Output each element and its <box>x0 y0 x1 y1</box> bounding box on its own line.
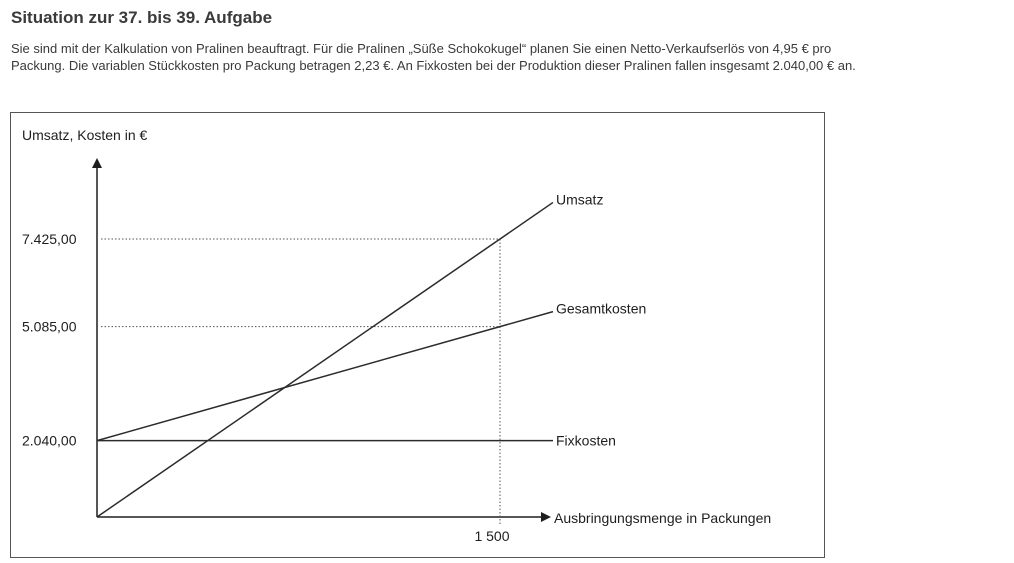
umsatz-label: Umsatz <box>556 191 603 207</box>
y-tick-label-2040: 2.040,00 <box>22 433 77 449</box>
fixkosten-label: Fixkosten <box>556 433 616 449</box>
gesamtkosten-label: Gesamtkosten <box>556 301 646 317</box>
gesamtkosten-line <box>96 310 554 442</box>
x-axis-label: Ausbringungsmenge in Packungen <box>554 510 771 526</box>
situation-paragraph-line-2: Packung. Die variablen Stückkosten pro P… <box>11 58 856 73</box>
x-tick-label-1500: 1 500 <box>474 528 509 544</box>
chart-frame <box>10 112 825 558</box>
y-tick-label-5085: 5.085,00 <box>22 319 77 335</box>
y-tick-label-7425: 7.425,00 <box>22 231 77 247</box>
y-axis-label: Umsatz, Kosten in € <box>22 127 147 143</box>
situation-paragraph: Sie sind mit der Kalkulation von Praline… <box>11 40 1006 74</box>
situation-paragraph-line-1: Sie sind mit der Kalkulation von Praline… <box>11 41 832 56</box>
umsatz-line <box>96 201 554 518</box>
situation-heading: Situation zur 37. bis 39. Aufgabe <box>11 8 273 27</box>
